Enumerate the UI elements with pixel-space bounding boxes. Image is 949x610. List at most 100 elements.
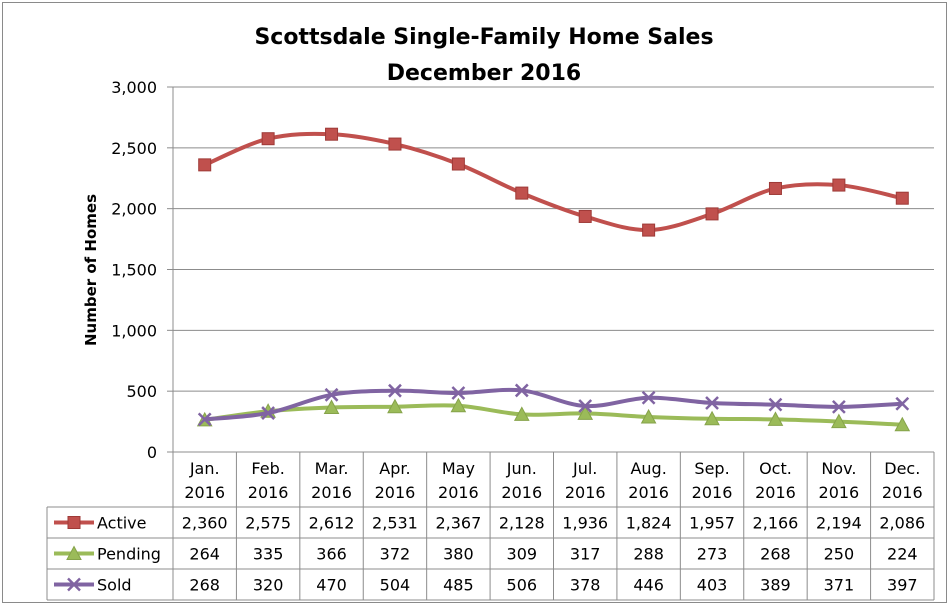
y-tick-label: 2,500 <box>111 139 157 158</box>
table-cell-sold: 446 <box>633 576 664 595</box>
table-cell-active: 2,367 <box>435 514 481 533</box>
marker-stroke <box>768 397 783 412</box>
y-tick-label: 1,000 <box>111 321 157 340</box>
x-category-year: 2016 <box>628 483 669 502</box>
table-cell-pending: 380 <box>443 545 474 564</box>
x-category-label: Jul. <box>572 459 597 478</box>
marker-stroke <box>67 577 81 592</box>
marker-stroke <box>895 396 910 411</box>
table-cell-pending: 273 <box>697 545 728 564</box>
x-category-label: Jan. <box>189 459 220 478</box>
marker-stroke <box>831 399 846 414</box>
data-point-active <box>895 191 909 205</box>
table-cell-pending: 372 <box>380 545 411 564</box>
data-point-active <box>768 181 782 195</box>
table-cell-pending: 366 <box>316 545 347 564</box>
data-point-pending <box>450 397 467 413</box>
data-point-sold <box>641 390 656 405</box>
table-cell-pending: 250 <box>824 545 855 564</box>
x-category-year: 2016 <box>692 483 733 502</box>
legend-label-active: Active <box>97 514 147 533</box>
data-point-active <box>451 157 465 171</box>
data-point-sold <box>768 397 783 412</box>
table-cell-pending: 288 <box>633 545 664 564</box>
data-point-active <box>705 207 719 221</box>
x-category-label: Jun. <box>506 459 537 478</box>
data-point-pending <box>894 416 911 432</box>
data-point-pending <box>513 406 530 421</box>
data-point-active <box>261 132 275 146</box>
legend-marker-sold <box>67 577 81 592</box>
x-category-label: Mar. <box>315 459 349 478</box>
legend-label-sold: Sold <box>97 576 132 595</box>
marker-stroke <box>705 396 719 410</box>
data-point-pending <box>387 398 403 414</box>
data-point-sold <box>451 386 466 400</box>
x-category-label: May <box>442 459 475 478</box>
marker-stroke <box>261 406 276 420</box>
x-category-year: 2016 <box>375 483 416 502</box>
marker-stroke <box>451 386 466 400</box>
y-tick-label: 0 <box>147 443 157 462</box>
x-category-year: 2016 <box>565 483 606 502</box>
marker-stroke <box>641 390 656 405</box>
table-cell-pending: 317 <box>570 545 601 564</box>
data-table: Jan. 2016 Feb. 2016 Mar. 2016 Apr. 2016 May 2016 J… <box>46 452 935 601</box>
x-category-year: 2016 <box>755 483 796 502</box>
data-point-sold <box>895 396 910 411</box>
data-point-sold <box>831 399 846 414</box>
x-category-year: 2016 <box>248 483 289 502</box>
marker-stroke <box>388 383 402 398</box>
data-point-sold <box>514 383 529 398</box>
table-cell-active: 2,612 <box>309 514 355 533</box>
data-point-sold <box>197 412 212 427</box>
table-cell-active: 2,166 <box>753 514 799 533</box>
y-tick-label: 1,500 <box>111 261 157 280</box>
table-cell-sold: 504 <box>380 576 411 595</box>
y-axis-ticks: 0 500 1,000 1,500 2,000 2,500 3,000 <box>111 78 173 462</box>
table-cell-pending: 335 <box>253 545 284 564</box>
table-cell-active: 2,194 <box>816 514 862 533</box>
table-cell-active: 1,957 <box>689 514 735 533</box>
y-axis-title: Number of Homes <box>82 194 100 346</box>
x-category-label: Nov. <box>821 459 856 478</box>
table-cell-sold: 378 <box>570 576 601 595</box>
x-category-label: Oct. <box>759 459 792 478</box>
data-point-sold <box>705 396 719 410</box>
data-point-pending <box>831 413 847 429</box>
x-category-year: 2016 <box>501 483 542 502</box>
marker-stroke <box>514 383 529 398</box>
table-cell-active: 2,575 <box>245 514 291 533</box>
table-cell-sold: 268 <box>189 576 220 595</box>
data-point-active <box>325 127 339 141</box>
table-cell-sold: 371 <box>824 576 855 595</box>
x-category-label: Apr. <box>379 459 410 478</box>
y-tick-label: 3,000 <box>111 78 157 97</box>
data-point-pending <box>704 410 720 426</box>
x-category-label: Dec. <box>884 459 920 478</box>
data-point-active <box>578 209 592 223</box>
data-point-sold <box>388 383 402 398</box>
data-point-sold <box>261 406 276 420</box>
table-cell-active: 2,360 <box>182 514 228 533</box>
table-cell-sold: 506 <box>507 576 538 595</box>
chart-subtitle: December 2016 <box>387 61 581 86</box>
series-lines <box>196 127 911 432</box>
table-cell-pending: 268 <box>760 545 791 564</box>
table-cell-active: 1,824 <box>626 514 672 533</box>
data-point-active <box>515 186 529 200</box>
y-tick-label: 500 <box>126 382 157 401</box>
x-category-label: Aug. <box>630 459 666 478</box>
table-cell-sold: 389 <box>760 576 791 595</box>
data-point-active <box>832 178 846 192</box>
table-cell-active: 2,086 <box>879 514 925 533</box>
table-cell-sold: 470 <box>316 576 347 595</box>
table-cell-pending: 309 <box>507 545 538 564</box>
table-cell-sold: 320 <box>253 576 284 595</box>
x-category-year: 2016 <box>882 483 923 502</box>
y-tick-label: 2,000 <box>111 200 157 219</box>
data-point-pending <box>640 408 657 424</box>
